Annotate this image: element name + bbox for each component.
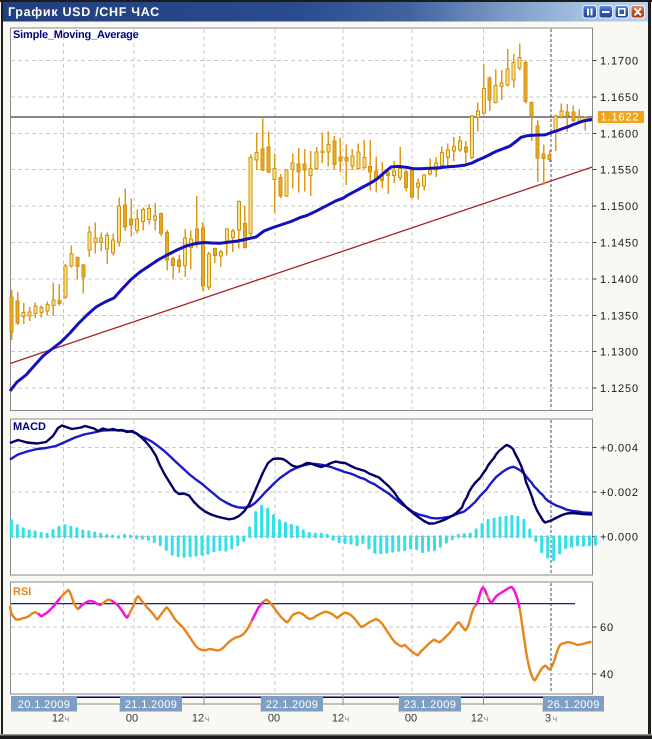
svg-text:40: 40	[600, 669, 614, 681]
svg-text:1.1622: 1.1622	[601, 112, 640, 124]
svg-text:1.1500: 1.1500	[600, 201, 639, 213]
svg-text:1.1350: 1.1350	[600, 310, 639, 322]
svg-text:1.1650: 1.1650	[600, 92, 639, 104]
svg-text:Simple_Moving_Average: Simple_Moving_Average	[13, 29, 139, 41]
svg-text:1.1250: 1.1250	[600, 383, 639, 395]
svg-text:MACD: MACD	[13, 421, 46, 433]
svg-text:ч: ч	[345, 714, 350, 724]
svg-text:+0.004: +0.004	[600, 442, 639, 454]
svg-text:00: 00	[268, 713, 280, 725]
svg-text:12: 12	[52, 713, 64, 725]
svg-text:ч: ч	[484, 714, 489, 724]
svg-text:23.1.2009: 23.1.2009	[404, 699, 457, 711]
svg-text:26.1.2009: 26.1.2009	[547, 699, 600, 711]
svg-text:ч: ч	[553, 714, 558, 724]
svg-text:12: 12	[332, 713, 344, 725]
svg-text:+0.002: +0.002	[600, 487, 639, 499]
svg-text:22.1.2009: 22.1.2009	[266, 699, 319, 711]
svg-text:График USD /CHF ЧАС: График USD /CHF ЧАС	[8, 5, 160, 19]
svg-text:1.1700: 1.1700	[600, 56, 639, 68]
svg-text:ч: ч	[205, 714, 210, 724]
svg-text:00: 00	[126, 713, 138, 725]
svg-text:3: 3	[545, 713, 551, 725]
svg-text:1.1550: 1.1550	[600, 165, 639, 177]
svg-text:1.1600: 1.1600	[600, 128, 639, 140]
svg-text:21.1.2009: 21.1.2009	[125, 699, 178, 711]
svg-text:00: 00	[405, 713, 417, 725]
svg-text:12: 12	[192, 713, 204, 725]
svg-text:60: 60	[600, 622, 614, 634]
svg-text:12: 12	[471, 713, 483, 725]
svg-text:+0.000: +0.000	[600, 532, 639, 544]
svg-text:1.1400: 1.1400	[600, 274, 639, 286]
svg-text:ч: ч	[65, 714, 70, 724]
svg-text:1.1450: 1.1450	[600, 238, 639, 250]
svg-text:1.1300: 1.1300	[600, 347, 639, 359]
svg-text:RSI: RSI	[13, 586, 31, 598]
svg-text:20.1.2009: 20.1.2009	[18, 699, 71, 711]
